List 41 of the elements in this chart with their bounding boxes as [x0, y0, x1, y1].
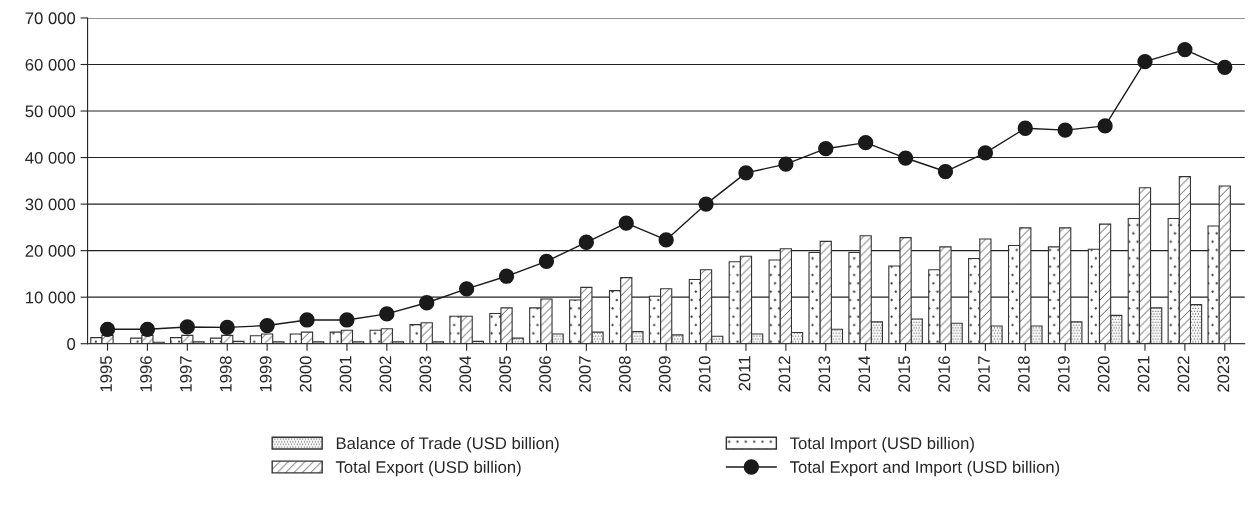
- x-tick-label: 2007: [579, 356, 591, 392]
- x-tick-label: 2005: [499, 356, 512, 392]
- y-tick-label: 0: [67, 338, 76, 350]
- y-tick-label: 30 000: [25, 198, 76, 211]
- y-tick-label: 40 000: [25, 151, 76, 164]
- x-tick-label: 2008: [618, 356, 631, 392]
- x-tick-label: 2014: [858, 356, 871, 392]
- x-tick-label: 2017: [978, 356, 990, 392]
- x-tick-label: 2002: [379, 356, 392, 392]
- y-tick-label: 10 000: [26, 291, 76, 304]
- x-tick-label: 2015: [898, 356, 911, 392]
- x-tick-label: 1998: [219, 356, 232, 392]
- x-tick-label: 2001: [339, 356, 352, 392]
- x-tick-label: 2006: [539, 356, 551, 392]
- x-tick-label: 2021: [1137, 356, 1150, 392]
- x-tick-label: 2019: [1057, 356, 1070, 392]
- x-tick-label: 2009: [658, 356, 671, 392]
- x-tick-label: 2003: [419, 356, 432, 392]
- x-tick-label: 1997: [180, 356, 192, 392]
- legend-label: Balance of Trade (USD billion): [336, 436, 559, 453]
- x-tick-label: 2023: [1217, 356, 1230, 392]
- x-tick-label: 2016: [938, 356, 950, 392]
- x-tick-label: 2000: [299, 356, 312, 392]
- x-tick-label: 2018: [1017, 356, 1030, 392]
- x-tick-label: 1995: [100, 356, 112, 392]
- x-tick-label: 2004: [459, 356, 472, 392]
- legend-label: Total Import (USD billion): [790, 436, 974, 453]
- legend-label: Total Export (USD billion): [335, 460, 521, 477]
- x-tick-label: 2020: [1097, 356, 1110, 392]
- x-tick-label: 2013: [818, 356, 831, 392]
- x-tick-label: 1999: [259, 356, 272, 392]
- x-tick-label: 2011: [738, 356, 751, 391]
- y-tick-label: 60 000: [25, 58, 76, 71]
- x-tick-label: 2012: [778, 356, 791, 392]
- y-tick-label: 50 000: [25, 105, 76, 118]
- x-tick-label: 1996: [140, 356, 152, 392]
- y-tick-label: 70 000: [25, 12, 76, 25]
- y-tick-label: 20 000: [25, 245, 76, 257]
- legend-label: Total Export and Import (USD billion): [790, 460, 1060, 477]
- x-tick-label: 2022: [1177, 356, 1190, 392]
- x-tick-label: 2010: [698, 356, 711, 392]
